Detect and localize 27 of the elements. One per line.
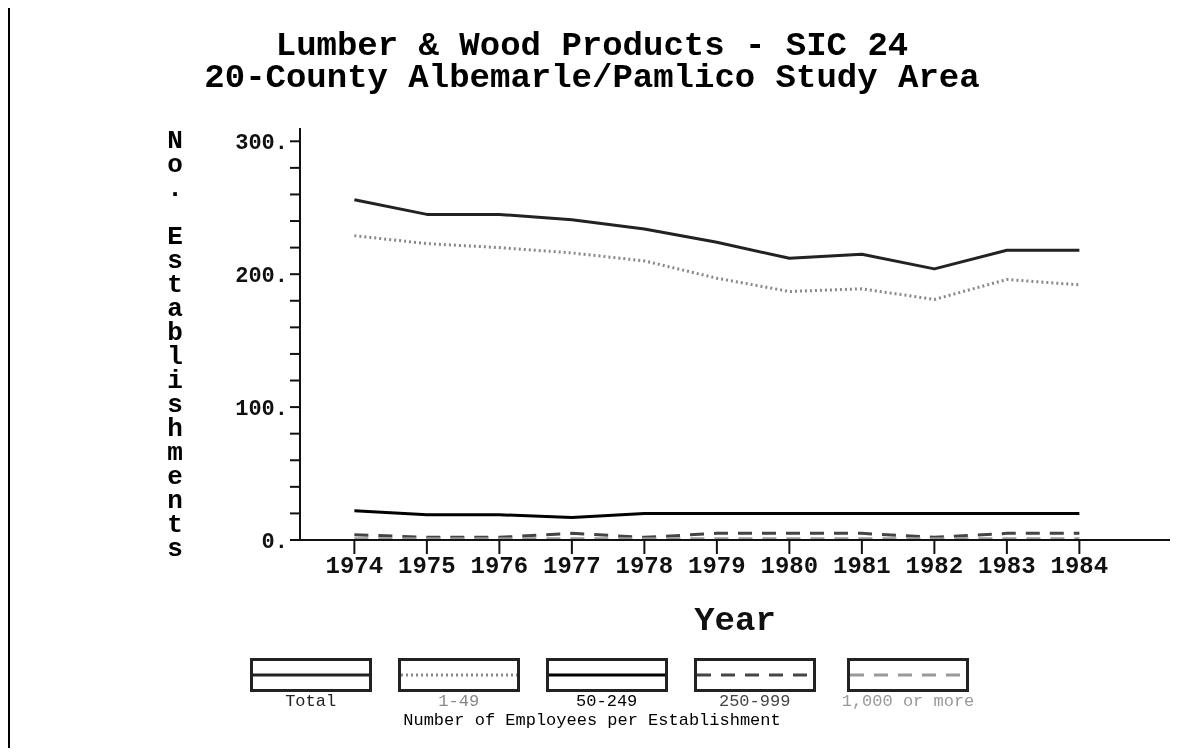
- y-tick-label: 300.: [235, 131, 288, 157]
- x-axis-title: Year: [694, 602, 776, 640]
- x-tick-label: 1979: [688, 553, 746, 581]
- line-series: [352, 509, 1081, 519]
- chart-subtitle: 20-County Albemarle/Pamlico Study Area: [203, 59, 981, 97]
- y-axis-title: No. Establishments: [160, 126, 190, 558]
- x-tick-label: 1974: [325, 553, 384, 581]
- x-tick-label: 1977: [543, 553, 601, 581]
- x-tick-label: 1984: [1050, 553, 1109, 581]
- x-tick-label: 1978: [615, 553, 674, 581]
- x-tick-label: 1983: [978, 553, 1036, 581]
- x-tick-label: 1980: [760, 553, 819, 581]
- x-tick-label: 1975: [398, 553, 456, 581]
- line-series: [352, 198, 1081, 271]
- y-tick-label: 100.: [235, 396, 288, 422]
- legend-title: Number of Employees per Establishment: [403, 711, 781, 730]
- y-tick-label: 0.: [261, 529, 288, 555]
- x-tick-label: 1976: [470, 553, 529, 581]
- text: 250-999: [718, 692, 791, 711]
- x-tick-label: 1982: [905, 553, 964, 581]
- text: 1,000 or more: [841, 692, 975, 711]
- y-tick-label: 200.: [235, 264, 288, 289]
- text: 50-249: [576, 692, 638, 711]
- x-tick-label: 1981: [833, 553, 891, 581]
- line-series: [352, 234, 1081, 301]
- text: Total: [285, 692, 337, 711]
- text: 1-49: [438, 692, 480, 711]
